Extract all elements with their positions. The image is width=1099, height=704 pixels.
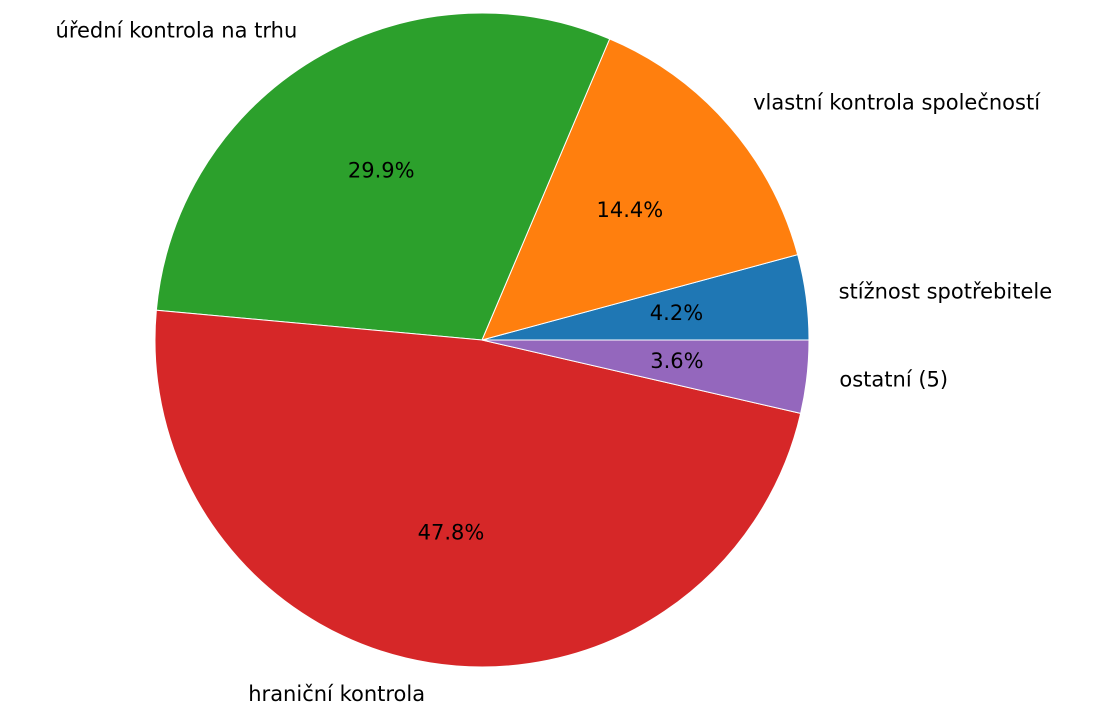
- slice-label: hraniční kontrola: [248, 682, 425, 704]
- pie-slice: [155, 12, 611, 341]
- percent-label: 47.8%: [418, 521, 485, 545]
- slice-label: stížnost spotřebitele: [839, 280, 1053, 304]
- slice-label: úřední kontrola na trhu: [56, 18, 298, 42]
- percent-label: 29.9%: [348, 159, 415, 183]
- slice-label: vlastní kontrola společností: [753, 91, 1041, 115]
- percent-label: 4.2%: [650, 301, 703, 325]
- percent-label: 14.4%: [597, 198, 664, 222]
- percent-label: 3.6%: [650, 349, 703, 373]
- slice-label: ostatní (5): [839, 368, 948, 392]
- pie-slice: [481, 38, 799, 341]
- pie-slice: [154, 309, 802, 668]
- pie-slice: [481, 339, 810, 415]
